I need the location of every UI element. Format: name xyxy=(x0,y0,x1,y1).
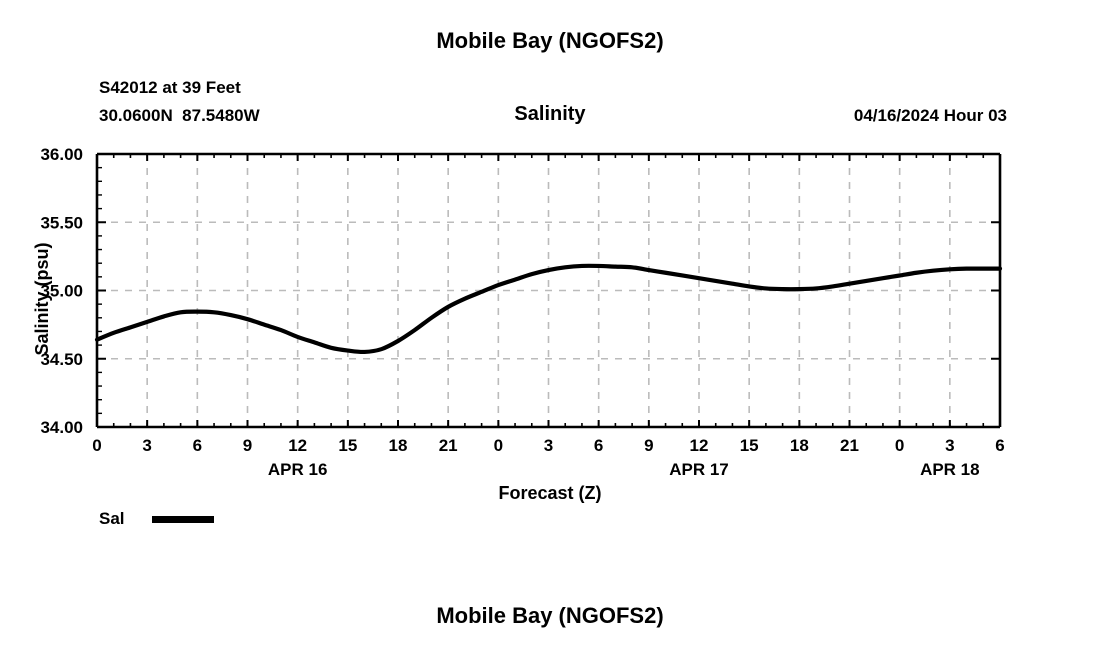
y-tick-label: 34.00 xyxy=(40,418,83,437)
variable-title: Salinity xyxy=(514,103,586,125)
x-tick-label: 0 xyxy=(494,436,503,455)
day-label: APR 17 xyxy=(669,460,729,479)
x-tick-label: 3 xyxy=(142,436,151,455)
x-tick-label: 12 xyxy=(288,436,307,455)
legend-swatch-sal xyxy=(151,515,214,523)
grid-lines xyxy=(97,154,1000,427)
station-label: S42012 at 39 Feet xyxy=(99,78,241,97)
footer-title: Mobile Bay (NGOFS2) xyxy=(436,603,664,628)
y-tick-label: 35.00 xyxy=(40,282,83,301)
x-tick-label: 9 xyxy=(644,436,653,455)
series-line-sal xyxy=(94,263,1003,355)
legend-label-sal: Sal xyxy=(99,509,125,528)
x-tick-label: 6 xyxy=(995,436,1004,455)
x-tick-label: 21 xyxy=(439,436,458,455)
axis-ticks xyxy=(96,153,1001,428)
x-axis-title: Forecast (Z) xyxy=(498,483,602,503)
x-tick-label: 18 xyxy=(790,436,809,455)
day-labels: APR 16 APR 17 APR 18 xyxy=(268,460,980,479)
x-tick-label: 0 xyxy=(895,436,904,455)
x-tick-label: 3 xyxy=(945,436,954,455)
x-tick-label: 9 xyxy=(243,436,252,455)
y-tick-label: 34.50 xyxy=(40,350,83,369)
x-tick-label: 15 xyxy=(338,436,357,455)
x-tick-label: 12 xyxy=(690,436,709,455)
data-series xyxy=(94,263,1003,355)
x-tick-label: 21 xyxy=(840,436,859,455)
y-tick-label: 35.50 xyxy=(40,213,83,232)
y-tick-label: 36.00 xyxy=(40,145,83,164)
y-tick-labels: 34.00 34.50 35.00 35.50 36.00 xyxy=(40,145,83,437)
x-tick-label: 18 xyxy=(389,436,408,455)
x-tick-label: 6 xyxy=(193,436,202,455)
x-tick-labels: 0 3 6 9 12 15 18 21 0 3 6 9 12 15 18 21 0 3 6 xyxy=(92,436,1004,455)
page-title: Mobile Bay (NGOFS2) xyxy=(436,28,664,53)
chart-legend: Sal xyxy=(99,509,214,529)
x-tick-label: 15 xyxy=(740,436,759,455)
day-label: APR 18 xyxy=(920,460,980,479)
day-label: APR 16 xyxy=(268,460,328,479)
x-tick-label: 6 xyxy=(594,436,603,455)
model-run-timestamp: 04/16/2024 Hour 03 xyxy=(853,106,1007,125)
x-tick-label: 0 xyxy=(92,436,101,455)
x-tick-label: 3 xyxy=(544,436,553,455)
coordinates-label: 30.0600N 87.5480W xyxy=(99,106,260,125)
